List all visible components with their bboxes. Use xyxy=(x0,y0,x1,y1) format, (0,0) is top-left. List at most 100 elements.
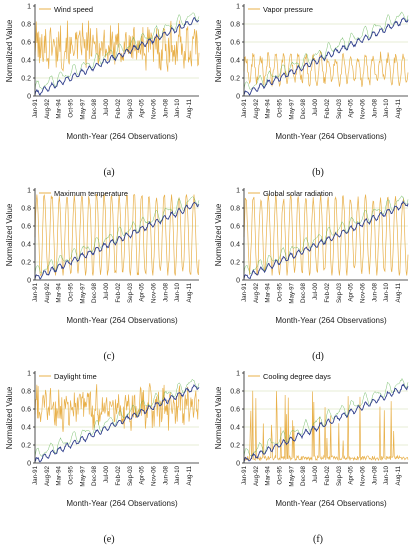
y-tick-label: 0 xyxy=(27,278,31,285)
legend-label: Cooling degree days xyxy=(263,372,331,381)
legend-label: Vapor pressure xyxy=(263,5,313,14)
series-line xyxy=(243,390,409,462)
series-line xyxy=(34,12,200,90)
y-tick-label: 0.6 xyxy=(230,224,240,231)
x-tick-label: Mar-94 xyxy=(56,282,63,302)
x-axis-label: Month-Year (264 Observations) xyxy=(66,499,178,508)
x-tick-label: Jul-00 xyxy=(312,465,319,482)
x-tick-label: Feb-02 xyxy=(324,98,331,118)
y-tick-label: 0.2 xyxy=(230,76,240,83)
x-tick-label: Aug-92 xyxy=(44,465,51,486)
x-tick-label: Dec-98 xyxy=(300,465,307,486)
x-tick-label: Apr-05 xyxy=(348,98,355,117)
x-tick-label: Dec-98 xyxy=(91,98,98,119)
line-chart: 0 0.2 0.4 0.6 0.8 1 Jan-91 Aug-92 Mar-94 Oct-95 Ma… xyxy=(214,371,409,545)
x-tick-label: Aug-11 xyxy=(186,282,193,302)
x-tick-label: Jun-08 xyxy=(371,282,378,301)
line-chart: 0 0.2 0.4 0.6 0.8 1 Jan-91 Aug-92 Mar-94 Oct-95 Ma… xyxy=(5,4,200,178)
x-tick-label: Sep-03 xyxy=(336,282,343,303)
series-line xyxy=(243,378,409,458)
x-tick-label: Aug-92 xyxy=(253,282,260,303)
x-axis-label: Month-Year (264 Observations) xyxy=(275,316,387,325)
x-tick-label: Aug-11 xyxy=(395,282,402,302)
y-axis-label: Normalized Value xyxy=(214,386,223,449)
x-tick-label: Jul-00 xyxy=(103,282,110,299)
y-tick-label: 0.2 xyxy=(230,443,240,450)
panel-label: (f) xyxy=(313,534,323,545)
y-tick-label: 0 xyxy=(27,461,31,468)
x-tick-label: Jan-91 xyxy=(32,465,39,484)
chart-panel: 0 0.2 0.4 0.6 0.8 1 Jan-91 Aug-92 Mar-94 Oct-95 Ma… xyxy=(0,0,209,183)
x-tick-label: Feb-02 xyxy=(115,465,122,485)
x-tick-label: Jun-08 xyxy=(371,98,378,117)
x-tick-label: Jan-91 xyxy=(241,282,248,301)
y-tick-label: 0.4 xyxy=(230,58,240,65)
legend-label: Daylight time xyxy=(54,372,97,381)
y-tick-label: 1 xyxy=(236,188,240,195)
x-tick-label: Sep-03 xyxy=(127,98,134,119)
x-tick-label: Jun-08 xyxy=(162,98,169,117)
x-tick-label: Dec-98 xyxy=(300,98,307,119)
x-tick-label: Jul-00 xyxy=(312,98,319,115)
y-tick-label: 0.8 xyxy=(230,22,240,29)
y-tick-label: 0.2 xyxy=(230,260,240,267)
x-tick-label: Jan-10 xyxy=(383,98,390,117)
line-chart: 0 0.2 0.4 0.6 0.8 1 Jan-91 Aug-92 Mar-94 Oct-95 Ma… xyxy=(214,4,409,178)
y-tick-label: 0.4 xyxy=(21,242,31,249)
x-tick-label: Feb-02 xyxy=(324,282,331,302)
x-tick-label: Oct-95 xyxy=(68,465,75,484)
x-tick-label: Nov-06 xyxy=(150,282,157,303)
x-tick-label: Mar-94 xyxy=(56,465,63,485)
x-tick-label: Jan-91 xyxy=(32,98,39,117)
series-line xyxy=(243,195,409,275)
x-tick-label: Apr-05 xyxy=(348,465,355,484)
y-axis-label: Normalized Value xyxy=(214,203,223,266)
y-tick-label: 0.4 xyxy=(230,425,240,432)
y-tick-label: 0.8 xyxy=(21,206,31,213)
y-tick-label: 1 xyxy=(27,371,31,378)
chart-panel: 0 0.2 0.4 0.6 0.8 1 Jan-91 Aug-92 Mar-94 Oct-95 Ma… xyxy=(0,367,209,550)
y-tick-label: 1 xyxy=(27,4,31,11)
x-tick-label: Feb-02 xyxy=(115,98,122,118)
series-line xyxy=(34,383,200,463)
x-tick-label: Jan-10 xyxy=(174,98,181,117)
y-tick-label: 0.2 xyxy=(21,443,31,450)
x-tick-label: Sep-03 xyxy=(336,465,343,486)
series-line xyxy=(243,383,409,462)
x-tick-label: Mar-94 xyxy=(265,282,272,302)
x-tick-label: Aug-92 xyxy=(44,98,51,119)
x-tick-label: Jul-00 xyxy=(103,465,110,482)
series-line xyxy=(243,200,409,280)
x-tick-label: Dec-98 xyxy=(91,282,98,303)
x-axis-label: Month-Year (264 Observations) xyxy=(66,132,178,141)
y-tick-label: 0 xyxy=(27,94,31,101)
x-tick-label: Mar-94 xyxy=(265,465,272,485)
series-line xyxy=(34,193,200,277)
y-axis-label: Normalized Value xyxy=(214,19,223,82)
x-tick-label: May-97 xyxy=(288,465,295,486)
legend-label: Global solar radiation xyxy=(263,189,333,198)
x-tick-label: Nov-06 xyxy=(150,465,157,486)
x-tick-label: Jan-10 xyxy=(174,282,181,301)
x-tick-label: Jan-10 xyxy=(174,465,181,484)
chart-panel: 0 0.2 0.4 0.6 0.8 1 Jan-91 Aug-92 Mar-94 Oct-95 Ma… xyxy=(0,184,209,367)
panel-label: (b) xyxy=(312,167,324,178)
y-tick-label: 1 xyxy=(236,371,240,378)
x-tick-label: Oct-95 xyxy=(277,465,284,484)
y-tick-label: 0.2 xyxy=(21,76,31,83)
x-tick-label: Aug-11 xyxy=(186,98,193,118)
x-tick-label: Feb-02 xyxy=(324,465,331,485)
x-tick-label: Dec-98 xyxy=(91,465,98,486)
x-tick-label: Jan-10 xyxy=(383,282,390,301)
x-tick-label: May-97 xyxy=(288,98,295,119)
x-tick-label: Mar-94 xyxy=(265,98,272,118)
y-tick-label: 0.6 xyxy=(21,40,31,47)
legend-label: Maximum temperature xyxy=(54,189,128,198)
series-line xyxy=(243,50,409,88)
y-axis-label: Normalized Value xyxy=(5,19,14,82)
x-axis-label: Month-Year (264 Observations) xyxy=(66,316,178,325)
y-tick-label: 0.4 xyxy=(21,58,31,65)
x-tick-label: Aug-11 xyxy=(186,465,193,485)
y-tick-label: 0.4 xyxy=(21,425,31,432)
series-line xyxy=(34,378,200,457)
